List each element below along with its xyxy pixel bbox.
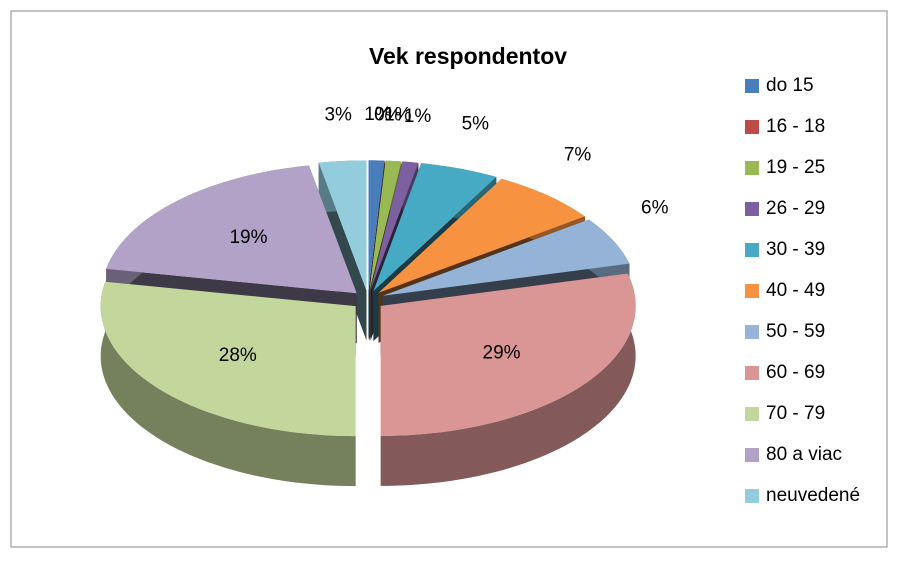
pie-slice xyxy=(380,273,636,436)
pie-slice xyxy=(318,160,367,291)
legend-label: do 15 xyxy=(766,75,814,96)
pie-slice xyxy=(378,178,585,293)
legend-swatch xyxy=(745,79,759,93)
data-label: 1% xyxy=(404,106,432,127)
data-label: 28% xyxy=(219,345,257,366)
legend-swatch xyxy=(745,407,759,421)
data-label: 3% xyxy=(324,105,352,126)
data-label: 29% xyxy=(483,343,521,364)
legend-swatch xyxy=(745,284,759,298)
pie-slice xyxy=(373,163,497,291)
slice-wall xyxy=(380,273,636,486)
legend-label: 70 - 79 xyxy=(766,403,825,424)
slice-wall xyxy=(100,281,356,487)
legend-swatch xyxy=(745,243,759,257)
data-label: 1% xyxy=(364,104,392,125)
legend-label: 50 - 59 xyxy=(766,321,825,342)
legend-swatch xyxy=(745,325,759,339)
pie-slice xyxy=(100,281,356,437)
legend-swatch xyxy=(745,120,759,134)
pie-slice xyxy=(106,165,357,294)
legend-label: 80 a viac xyxy=(766,444,842,465)
data-label: 0% xyxy=(374,104,402,125)
data-label: 7% xyxy=(564,145,592,166)
chart-title: Vek respondentov xyxy=(369,43,567,69)
data-label: 5% xyxy=(462,114,490,135)
legend-swatch xyxy=(745,366,759,380)
legend-label: 60 - 69 xyxy=(766,362,825,383)
legend-label: neuvedené xyxy=(766,485,860,506)
pie-slice xyxy=(368,160,385,291)
legend-label: 40 - 49 xyxy=(766,280,825,301)
pie-slice xyxy=(382,219,630,296)
legend-swatch xyxy=(745,202,759,216)
legend-swatch xyxy=(745,489,759,503)
legend-swatch xyxy=(745,448,759,462)
legend-label: 30 - 39 xyxy=(766,239,825,260)
legend-swatch xyxy=(745,161,759,175)
data-label: 6% xyxy=(641,198,669,219)
pie-tops xyxy=(100,160,636,437)
legend-label: 16 - 18 xyxy=(766,116,825,137)
pie-slice xyxy=(369,160,402,291)
pie-slice xyxy=(370,161,419,291)
legend-label: 26 - 29 xyxy=(766,198,825,219)
data-label: 1% xyxy=(384,105,412,126)
legend-label: 19 - 25 xyxy=(766,157,825,178)
data-label: 19% xyxy=(229,227,267,248)
